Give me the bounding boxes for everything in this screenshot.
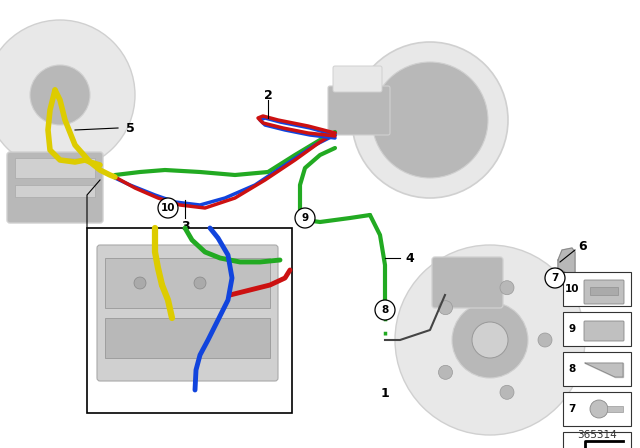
Bar bbox=[105, 318, 270, 358]
FancyBboxPatch shape bbox=[584, 280, 624, 304]
FancyBboxPatch shape bbox=[432, 257, 503, 308]
FancyBboxPatch shape bbox=[584, 321, 624, 341]
Text: 3: 3 bbox=[180, 220, 189, 233]
FancyBboxPatch shape bbox=[328, 86, 390, 135]
FancyBboxPatch shape bbox=[97, 245, 278, 381]
Text: 9: 9 bbox=[568, 324, 575, 334]
Text: 6: 6 bbox=[579, 240, 588, 253]
Circle shape bbox=[0, 20, 135, 170]
Circle shape bbox=[538, 333, 552, 347]
Circle shape bbox=[372, 62, 488, 178]
Circle shape bbox=[590, 400, 608, 418]
Bar bbox=[563, 352, 631, 386]
Circle shape bbox=[438, 301, 452, 314]
Circle shape bbox=[500, 385, 514, 399]
Circle shape bbox=[134, 277, 146, 289]
Text: 4: 4 bbox=[406, 251, 414, 264]
Bar bbox=[607, 406, 623, 412]
Circle shape bbox=[438, 365, 452, 379]
Text: 1: 1 bbox=[381, 387, 389, 400]
Circle shape bbox=[30, 65, 90, 125]
Text: 10: 10 bbox=[564, 284, 579, 294]
Text: 365314: 365314 bbox=[577, 430, 617, 440]
Circle shape bbox=[545, 268, 565, 288]
Circle shape bbox=[194, 277, 206, 289]
Text: 2: 2 bbox=[264, 89, 273, 102]
Circle shape bbox=[452, 302, 528, 378]
Circle shape bbox=[500, 281, 514, 295]
Bar bbox=[590, 287, 618, 295]
Circle shape bbox=[295, 208, 315, 228]
Circle shape bbox=[472, 322, 508, 358]
Bar bbox=[105, 258, 270, 308]
Polygon shape bbox=[558, 248, 575, 280]
Bar bbox=[563, 272, 631, 306]
Text: 7: 7 bbox=[568, 404, 576, 414]
Circle shape bbox=[352, 42, 508, 198]
FancyBboxPatch shape bbox=[333, 66, 382, 92]
Bar bbox=[15, 158, 95, 178]
Bar bbox=[87, 228, 292, 413]
Bar bbox=[563, 432, 631, 448]
Text: 7: 7 bbox=[551, 273, 559, 283]
Circle shape bbox=[158, 198, 178, 218]
Circle shape bbox=[395, 245, 585, 435]
Text: 8: 8 bbox=[568, 364, 575, 374]
Text: 10: 10 bbox=[161, 203, 175, 213]
Text: 9: 9 bbox=[301, 213, 308, 223]
Text: 5: 5 bbox=[125, 121, 134, 134]
Polygon shape bbox=[585, 363, 623, 377]
Bar bbox=[563, 312, 631, 346]
Bar bbox=[563, 392, 631, 426]
Circle shape bbox=[375, 300, 395, 320]
Text: 8: 8 bbox=[381, 305, 388, 315]
Bar bbox=[15, 185, 95, 197]
FancyBboxPatch shape bbox=[7, 152, 103, 223]
